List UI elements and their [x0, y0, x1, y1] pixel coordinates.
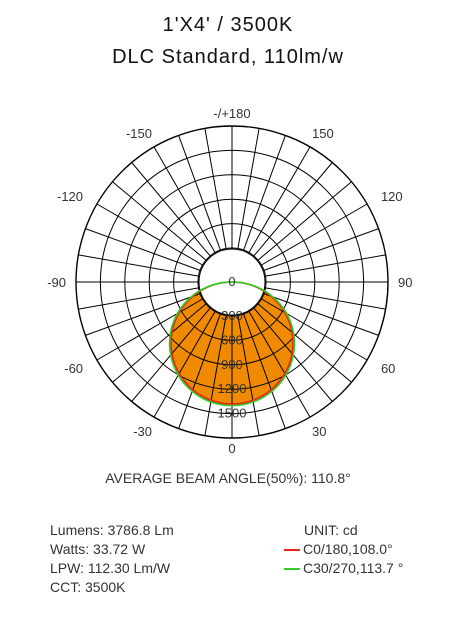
- grid-spoke: [243, 135, 286, 251]
- grid-spoke: [112, 181, 207, 261]
- radial-tick-label: 1200: [218, 381, 247, 396]
- grid-spoke: [204, 128, 227, 249]
- grid-spoke: [237, 315, 260, 436]
- angle-tick-label: -90: [47, 275, 66, 290]
- angle-tick-label: -/+180: [213, 106, 250, 121]
- angle-tick-label: 120: [381, 189, 403, 204]
- angle-tick-label: -30: [133, 424, 152, 439]
- watts-value: Watts: 33.72 W: [50, 541, 146, 557]
- legend-swatch-c0: [284, 548, 300, 551]
- legend-label-c0: C0/180,108.0°: [303, 541, 393, 557]
- grid-spoke: [204, 315, 227, 436]
- beam-angle-text: AVERAGE BEAM ANGLE(50%): 110.8°: [105, 470, 351, 486]
- grid-spoke: [263, 293, 379, 336]
- grid-spoke: [265, 254, 386, 277]
- grid-spoke: [78, 287, 199, 310]
- series-c0-line: [170, 281, 294, 405]
- unit-label: UNIT: cd: [304, 522, 358, 538]
- grid-spoke: [96, 203, 203, 266]
- grid-spoke: [153, 146, 216, 253]
- legend: UNIT: cd C0/180,108.0° C30/270,113.7 °: [284, 521, 403, 578]
- angle-tick-label: 150: [312, 126, 334, 141]
- legend-label-c30: C30/270,113.7 °: [303, 560, 404, 576]
- lumens-value: Lumens: 3786.8 Lm: [50, 522, 174, 538]
- angle-tick-label: -60: [64, 361, 83, 376]
- grid-spoke: [237, 128, 260, 249]
- radial-tick-label: 300: [221, 308, 243, 323]
- grid-spoke: [96, 298, 203, 361]
- chart-title: 1'X4' / 3500K: [162, 14, 294, 36]
- angle-tick-label: 0: [228, 441, 235, 456]
- grid-spoke: [78, 254, 199, 277]
- legend-item-c30: C30/270,113.7 °: [284, 559, 403, 578]
- grid-spoke: [261, 203, 368, 266]
- angle-tick-label: 60: [381, 361, 395, 376]
- grid-spoke: [112, 303, 207, 383]
- radial-tick-label: 1500: [218, 406, 247, 421]
- grid-spoke: [261, 298, 368, 361]
- grid-spoke: [243, 313, 286, 429]
- legend-swatch-c30: [284, 567, 300, 570]
- stats-panel: Lumens: 3786.8 Lm Watts: 33.72 W LPW: 11…: [50, 521, 174, 597]
- grid-spoke: [263, 228, 379, 271]
- grid-spoke: [85, 293, 201, 336]
- radial-tick-label: 900: [221, 357, 243, 372]
- grid-spoke: [178, 135, 221, 251]
- radial-tick-label: 600: [221, 332, 243, 347]
- grid-spoke: [85, 228, 201, 271]
- legend-item-c0: C0/180,108.0°: [284, 540, 403, 559]
- cct-value: CCT: 3500K: [50, 579, 126, 595]
- grid-spoke: [265, 287, 386, 310]
- grid-spoke: [131, 162, 211, 257]
- grid-spoke: [153, 311, 216, 418]
- lpw-value: LPW: 112.30 Lm/W: [50, 560, 171, 576]
- angle-tick-label: 30: [312, 424, 326, 439]
- angle-tick-label: -120: [57, 189, 83, 204]
- angle-tick-label: -150: [126, 126, 152, 141]
- grid-spoke: [248, 146, 311, 253]
- grid-spoke: [178, 313, 221, 429]
- grid-spoke: [248, 311, 311, 418]
- chart-subtitle: DLC Standard, 110lm/w: [112, 46, 344, 68]
- radial-tick-label: 0: [228, 274, 235, 289]
- grid-spoke: [253, 162, 333, 257]
- angle-tick-label: 90: [398, 275, 412, 290]
- series-c30-line: [168, 281, 296, 407]
- grid-spoke: [257, 181, 352, 261]
- grid-spoke: [257, 303, 352, 383]
